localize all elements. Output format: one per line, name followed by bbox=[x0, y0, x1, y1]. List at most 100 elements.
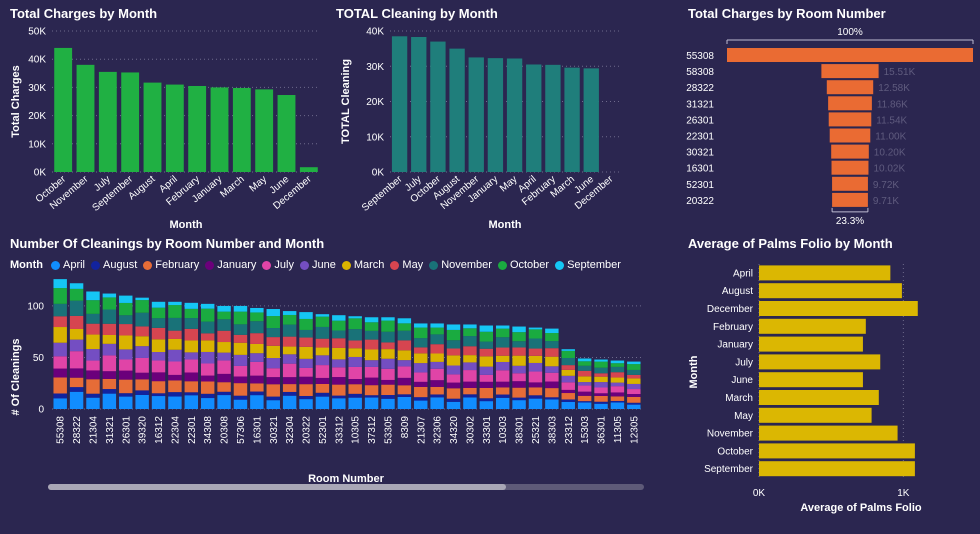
stack-segment-april bbox=[86, 397, 100, 409]
stack-segment-may bbox=[381, 342, 395, 350]
stack-segment-april bbox=[479, 401, 494, 409]
stack-segment-january bbox=[86, 370, 100, 380]
x-tick-label: 32304 bbox=[285, 416, 296, 444]
stack-segment-october bbox=[528, 329, 543, 339]
stack-segment-july bbox=[282, 363, 297, 378]
legend-item-september[interactable]: September bbox=[555, 259, 621, 271]
stack-segment-january bbox=[610, 392, 625, 397]
stack-segment-october bbox=[430, 327, 444, 335]
stack-segment-july bbox=[69, 351, 84, 369]
stack-segment-september bbox=[250, 307, 264, 313]
stack-segment-november bbox=[151, 318, 166, 328]
legend-item-label: September bbox=[567, 259, 621, 271]
palms-folio-bar-chart: 0K 1K April August December February January Ju… bbox=[688, 264, 922, 514]
stack-segment-august bbox=[119, 393, 133, 397]
stack-segment-july bbox=[577, 385, 592, 392]
stack-segment-june bbox=[315, 355, 330, 366]
stack-segment-september bbox=[168, 301, 182, 306]
stack-segment-july bbox=[528, 371, 543, 383]
scrollbar-thumb[interactable] bbox=[48, 484, 506, 490]
stack-segment-may bbox=[463, 346, 477, 356]
y-tick-label: December bbox=[707, 304, 754, 315]
legend-item-june[interactable]: June bbox=[299, 259, 336, 271]
legend-item-february[interactable]: February bbox=[143, 259, 199, 271]
legend-item-march[interactable]: March bbox=[341, 259, 384, 271]
stack-segment-march bbox=[86, 334, 100, 350]
legend-item-label: June bbox=[311, 259, 336, 271]
stack-segment-may bbox=[528, 348, 543, 356]
x-tick-label: 15303 bbox=[580, 416, 591, 444]
stack-segment-september bbox=[200, 303, 215, 309]
legend-item-april[interactable]: April bbox=[50, 259, 85, 271]
stack-segment-november bbox=[594, 367, 608, 374]
legend-dot-icon bbox=[262, 260, 272, 270]
x-tick-label: May bbox=[498, 174, 520, 195]
stack-segment-august bbox=[364, 395, 379, 398]
stack-segment-january bbox=[315, 377, 330, 384]
y-tick-label: February bbox=[713, 322, 753, 333]
stack-segment-june bbox=[250, 353, 264, 362]
stack-segment-october bbox=[512, 332, 526, 342]
bar-december bbox=[759, 301, 918, 316]
funnel-value-label: 15.51K bbox=[884, 67, 916, 78]
legend-item-label: July bbox=[274, 259, 294, 271]
stack-segment-february bbox=[577, 395, 592, 402]
stack-segment-september bbox=[184, 302, 199, 309]
stack-segment-april bbox=[184, 395, 199, 409]
x-tick-label: 22304 bbox=[170, 416, 181, 444]
stack-segment-january bbox=[69, 368, 84, 378]
stack-segment-march bbox=[168, 338, 182, 350]
stack-segment-january bbox=[348, 379, 362, 385]
stack-segment-september bbox=[299, 312, 313, 319]
stack-segment-april bbox=[53, 398, 67, 409]
legend-item-january[interactable]: January bbox=[205, 259, 256, 271]
stack-segment-september bbox=[348, 316, 362, 319]
stack-segment-august bbox=[332, 395, 346, 399]
horizontal-scrollbar[interactable] bbox=[48, 484, 644, 490]
stack-segment-august bbox=[266, 396, 280, 401]
stack-segment-june bbox=[102, 343, 117, 356]
stack-segment-march bbox=[364, 349, 379, 361]
legend-item-label: May bbox=[402, 259, 424, 271]
stack-segment-april bbox=[233, 399, 248, 409]
stack-segment-november bbox=[561, 357, 575, 366]
legend-item-october[interactable]: October bbox=[497, 259, 549, 271]
y-tick-label: October bbox=[717, 446, 753, 457]
stack-segment-september bbox=[594, 359, 608, 362]
x-tick-label: 11305 bbox=[613, 416, 624, 444]
stack-segment-may bbox=[397, 340, 412, 351]
legend-items: April August February January July June March M… bbox=[50, 259, 621, 271]
stack-segment-january bbox=[332, 377, 346, 385]
funnel-bar-16301 bbox=[831, 160, 869, 175]
stack-segment-october bbox=[102, 297, 117, 310]
stack-segment-april bbox=[610, 402, 625, 409]
room-label: 28322 bbox=[686, 83, 714, 94]
stack-segment-august bbox=[545, 397, 559, 400]
chart-title-charges-by-room: Total Charges by Room Number bbox=[688, 6, 886, 21]
legend-dot-icon bbox=[390, 260, 400, 270]
stack-segment-february bbox=[184, 381, 199, 393]
stack-segment-march bbox=[397, 350, 412, 361]
legend-item-may[interactable]: May bbox=[390, 259, 423, 271]
stack-segment-january bbox=[299, 376, 313, 385]
stack-segment-august bbox=[397, 394, 412, 397]
legend-item-november[interactable]: November bbox=[429, 259, 492, 271]
funnel-bar-26301 bbox=[828, 112, 872, 127]
x-tick-label: 16312 bbox=[154, 416, 165, 444]
stack-segment-january bbox=[512, 381, 526, 388]
stack-segment-april bbox=[217, 395, 231, 409]
legend-item-august[interactable]: August bbox=[91, 259, 137, 271]
bar-april bbox=[165, 84, 184, 172]
stack-segment-june bbox=[348, 356, 362, 367]
stack-segment-may bbox=[512, 347, 526, 356]
stack-segment-july bbox=[86, 360, 100, 371]
stack-segment-october bbox=[446, 329, 461, 341]
stack-segment-february bbox=[266, 384, 280, 397]
stack-segment-january bbox=[168, 374, 182, 381]
stack-segment-march bbox=[561, 369, 575, 376]
stack-segment-april bbox=[446, 401, 461, 409]
stack-segment-june bbox=[266, 358, 280, 369]
legend-item-july[interactable]: July bbox=[262, 259, 294, 271]
bar-july bbox=[411, 36, 427, 173]
stack-segment-may bbox=[250, 333, 264, 344]
